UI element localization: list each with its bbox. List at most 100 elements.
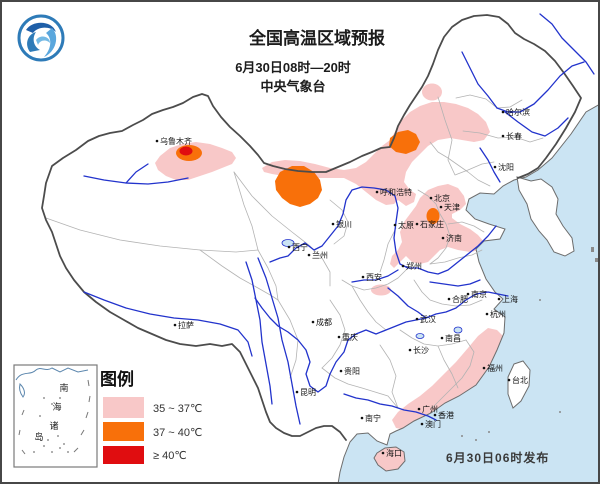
city-label: 广州 — [422, 404, 438, 414]
hot-area-35-37-xian-spot — [371, 284, 391, 296]
inset-label-zhu: 诸 — [49, 421, 58, 431]
hot-area-37-40-neimeng-east — [389, 130, 420, 154]
city-label: 太原 — [398, 220, 414, 230]
city-label: 香港 — [438, 410, 454, 420]
city-label: 海口 — [386, 448, 402, 458]
province-borders — [45, 94, 544, 409]
city-label: 澳门 — [425, 419, 441, 429]
city-dot — [287, 245, 291, 249]
city-dot — [417, 407, 421, 411]
city-dot — [439, 205, 443, 209]
city-label: 西宁 — [292, 242, 308, 252]
city-dot — [415, 222, 419, 226]
legend-swatch-35-37 — [103, 397, 144, 418]
inset-label-hai: 海 — [52, 401, 61, 412]
city-dot — [361, 275, 365, 279]
legend-title: 图例 — [100, 369, 134, 389]
city-dot — [466, 292, 470, 296]
national-border — [41, 14, 582, 441]
city-dot — [429, 196, 433, 200]
city-dot — [447, 297, 451, 301]
city-dot — [507, 378, 511, 382]
city-label: 南宁 — [365, 413, 381, 423]
city-dot — [339, 369, 343, 373]
city-dot — [485, 312, 489, 316]
city-dot — [501, 110, 505, 114]
city-dot — [401, 264, 405, 268]
hot-area-37-40-shijiazhuang — [426, 208, 440, 224]
cma-logo — [17, 14, 65, 62]
korea-peninsula — [516, 176, 575, 257]
valid-time: 6月30日08时—20时 — [235, 60, 351, 75]
hot-area-35-37-hebei-shandong — [390, 184, 484, 268]
city-label: 福州 — [487, 364, 503, 373]
city-label: 拉萨 — [178, 320, 194, 330]
city-dot — [331, 222, 335, 226]
city-dot — [493, 165, 497, 169]
city-label: 长春 — [506, 131, 522, 141]
city-dot — [501, 134, 505, 138]
release-time: 6月30日06时发布 — [446, 450, 549, 465]
city-label: 郑州 — [406, 261, 422, 271]
city-label: 成都 — [316, 317, 332, 327]
city-dot — [337, 335, 341, 339]
city-dot — [393, 223, 397, 227]
city-label: 南京 — [471, 289, 487, 299]
city-label: 昆明 — [300, 388, 316, 397]
hot-area-35-37-north-band — [262, 102, 490, 206]
city-label: 银川 — [336, 219, 352, 229]
city-dot — [408, 348, 412, 352]
city-label: 济南 — [446, 233, 462, 243]
agency-name: 中央气象台 — [260, 79, 325, 94]
city-dot — [497, 297, 501, 301]
dongting-lake — [415, 333, 425, 339]
city-dot — [360, 416, 364, 420]
city-dot — [375, 190, 379, 194]
city-dot — [482, 366, 486, 370]
city-label: 沈阳 — [498, 162, 514, 172]
poyang-lake — [453, 326, 463, 334]
city-label: 合肥 — [452, 294, 468, 304]
city-label: 乌鲁木齐 — [160, 136, 192, 146]
city-dot — [295, 390, 299, 394]
hot-area-40-urumqi-core — [179, 146, 193, 156]
legend-swatch-40 — [103, 446, 144, 464]
city-label: 呼和浩特 — [380, 187, 412, 197]
page-title: 全国高温区域预报 — [248, 28, 385, 48]
hot-area-37-40-gansu-neimeng — [275, 166, 322, 207]
small-islands — [461, 247, 598, 441]
legend: 图例 35 ~ 37℃ 37 ~ 40℃ ≥ 40℃ — [100, 369, 202, 464]
city-label: 石家庄 — [420, 219, 444, 229]
inset-label-dao: 岛 — [34, 431, 43, 442]
legend-swatch-37-40 — [103, 422, 144, 441]
hot-area-35-37-southeast-band — [392, 328, 505, 430]
city-dot — [415, 317, 419, 321]
legend-label-35-37: 35 ~ 37℃ — [153, 403, 202, 415]
city-label: 贵阳 — [344, 366, 360, 376]
south-china-sea-inset: 南 海 诸 岛 — [13, 364, 98, 468]
city-label: 北京 — [434, 193, 450, 203]
inset-label-nan: 南 — [59, 382, 68, 393]
legend-label-40: ≥ 40℃ — [153, 450, 187, 462]
city-label: 武汉 — [420, 314, 436, 324]
city-label: 哈尔滨 — [506, 107, 530, 117]
city-label: 重庆 — [342, 332, 358, 342]
city-dot — [307, 253, 311, 257]
hot-area-35-37-mongolia-spot — [422, 83, 442, 101]
city-label: 上海 — [502, 294, 518, 304]
city-dot — [173, 323, 177, 327]
city-dot — [441, 236, 445, 240]
city-dot — [381, 451, 385, 455]
city-label: 西安 — [366, 272, 382, 282]
city-label: 杭州 — [490, 309, 506, 319]
city-dot — [311, 320, 315, 324]
header: 全国高温区域预报 6月30日08时—20时 中央气象台 — [17, 14, 385, 94]
city-dot — [433, 413, 437, 417]
city-label: 南昌 — [445, 333, 461, 343]
city-dot — [155, 139, 159, 143]
taiwan-island — [507, 360, 531, 409]
